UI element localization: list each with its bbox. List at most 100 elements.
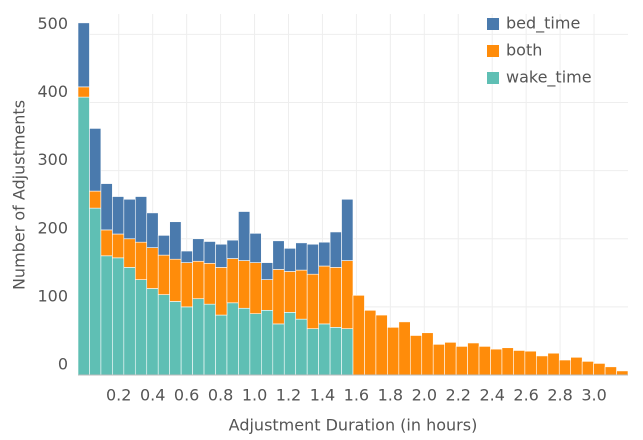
bar <box>295 269 308 320</box>
bar <box>112 257 125 376</box>
bar <box>570 356 583 376</box>
bar <box>593 363 606 376</box>
bar <box>409 335 423 376</box>
bar <box>134 279 148 376</box>
bar <box>261 262 274 280</box>
bar <box>112 233 125 259</box>
bar <box>123 238 136 268</box>
bar <box>249 233 262 263</box>
bar <box>261 279 274 311</box>
bar <box>146 212 159 248</box>
bar <box>180 306 193 376</box>
legend-label: both <box>506 41 542 60</box>
bar <box>192 260 205 300</box>
bar <box>146 247 159 289</box>
bar <box>192 298 205 376</box>
bar <box>77 86 90 98</box>
y-tick-label: 200 <box>37 218 68 237</box>
x-tick-label: 2.0 <box>412 386 437 405</box>
bar <box>100 229 113 257</box>
bar <box>238 211 251 261</box>
bar <box>157 235 170 256</box>
bar <box>490 348 503 376</box>
bar <box>341 198 354 261</box>
x-tick-label: 0.4 <box>140 386 165 405</box>
bar <box>203 303 216 376</box>
bar <box>398 321 411 376</box>
bar <box>306 328 319 376</box>
x-tick-label: 2.2 <box>446 386 471 405</box>
bar <box>134 241 148 280</box>
bar <box>77 22 90 88</box>
bar <box>616 370 629 376</box>
bar <box>306 243 319 275</box>
bar <box>89 190 102 209</box>
bar <box>283 248 297 272</box>
bar <box>283 271 297 313</box>
bar <box>146 288 159 376</box>
legend-label: bed_time <box>506 14 580 34</box>
bar <box>421 332 434 376</box>
bar <box>180 262 193 308</box>
bar <box>123 267 136 376</box>
bar <box>238 307 251 376</box>
bar <box>215 314 228 376</box>
bar <box>261 309 274 376</box>
bar <box>169 258 182 302</box>
bar <box>318 265 331 325</box>
x-tick-label: 0.8 <box>208 386 233 405</box>
x-axis-label: Adjustment Duration (in hours) <box>229 416 478 435</box>
y-tick-label: 500 <box>37 14 68 33</box>
bar <box>215 243 228 268</box>
bar <box>134 196 148 243</box>
bar <box>341 260 354 329</box>
bar <box>226 239 239 259</box>
bar <box>455 346 468 376</box>
bar <box>306 273 319 329</box>
legend-swatch <box>487 18 499 30</box>
y-tick-label: 300 <box>37 150 68 169</box>
bar <box>329 267 342 328</box>
x-tick-label: 1.6 <box>344 386 369 405</box>
bar <box>226 258 239 304</box>
bar <box>112 196 125 235</box>
bar <box>295 242 308 271</box>
bar <box>272 240 285 270</box>
x-tick-label: 0.6 <box>174 386 199 405</box>
bar <box>341 328 354 376</box>
x-tick-label: 2.8 <box>547 386 572 405</box>
bar <box>169 221 182 260</box>
bar <box>226 302 239 376</box>
bar <box>100 183 113 231</box>
bar <box>100 255 113 376</box>
bar <box>238 260 251 309</box>
bar <box>249 313 262 376</box>
x-tick-label: 1.2 <box>276 386 301 405</box>
bar <box>283 312 297 376</box>
bar <box>215 267 228 316</box>
legend-swatch <box>487 45 499 57</box>
bar <box>295 318 308 376</box>
x-tick-label: 2.6 <box>513 386 538 405</box>
bar <box>180 250 193 263</box>
bar <box>318 241 331 267</box>
bar <box>444 342 457 376</box>
bar <box>318 323 331 376</box>
bar <box>123 198 136 240</box>
bar <box>558 359 572 376</box>
bar <box>249 262 262 314</box>
bar <box>192 238 205 262</box>
y-axis-label: Number of Adjustments <box>10 100 29 290</box>
x-tick-label: 1.4 <box>310 386 335 405</box>
legend-label: wake_time <box>506 68 592 88</box>
bar <box>157 294 170 376</box>
y-tick-label: 400 <box>37 82 68 101</box>
bar <box>77 96 90 376</box>
bar <box>604 366 617 376</box>
bar <box>467 342 480 376</box>
bar <box>169 301 182 376</box>
bar <box>329 327 342 376</box>
x-tick-label: 0.2 <box>106 386 131 405</box>
y-tick-label: 100 <box>37 286 68 305</box>
